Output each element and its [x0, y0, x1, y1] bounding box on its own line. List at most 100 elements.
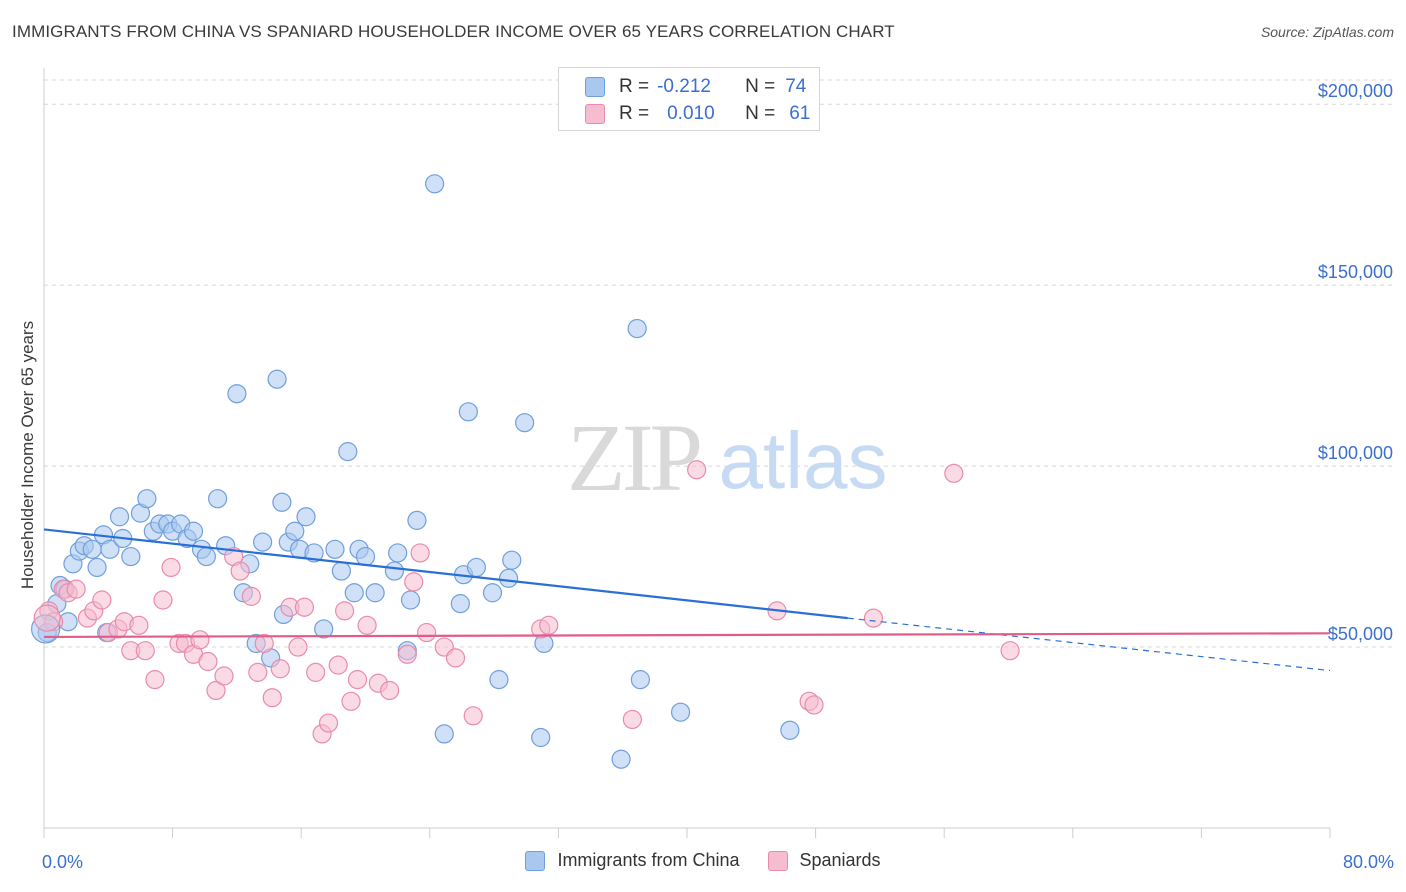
axes: [43, 68, 1331, 838]
china-point: [285, 521, 305, 541]
china-point: [87, 557, 107, 578]
spaniard-point: [416, 622, 437, 643]
china-point: [502, 550, 522, 570]
china-point: [434, 724, 454, 744]
china-point: [384, 561, 405, 581]
y-tick-label: $50,000: [1328, 624, 1393, 644]
china-point: [780, 720, 800, 740]
china-point: [365, 583, 385, 603]
legend-item-china[interactable]: Immigrants from China: [525, 850, 740, 871]
legend-swatch-china: [525, 850, 546, 871]
china-point: [183, 521, 204, 541]
x-tick-label-min: 0.0%: [42, 852, 84, 872]
china-point: [482, 583, 503, 603]
legend-label-spaniards: Spaniards: [799, 850, 881, 870]
spaniard-point: [318, 713, 339, 733]
china-n-value: 74: [785, 76, 807, 97]
china-point: [338, 442, 358, 462]
spaniard-point: [445, 648, 466, 668]
watermark-atlas: atlas: [719, 416, 888, 505]
legend-swatch-spaniards: [767, 850, 788, 871]
china-point: [314, 619, 334, 639]
china-point: [196, 546, 216, 567]
spaniard-point: [863, 608, 884, 628]
y-tick-label: $100,000: [1318, 443, 1393, 463]
china-point: [304, 543, 324, 563]
spaniards-n-value: 61: [789, 103, 811, 124]
china-point: [331, 561, 351, 581]
spaniard-point: [288, 637, 308, 657]
china-point: [400, 590, 421, 610]
china-point: [627, 318, 647, 339]
spaniard-point: [206, 680, 226, 701]
watermark-zip: ZIP: [567, 404, 700, 511]
china-point: [325, 539, 345, 559]
china-swatch: [585, 77, 605, 97]
r-label: R =: [619, 103, 650, 124]
spaniard-point: [335, 601, 355, 621]
spaniard-point: [328, 655, 348, 675]
spaniards-swatch: [585, 104, 605, 124]
n-label: N =: [745, 76, 776, 97]
spaniard-point: [1000, 641, 1020, 661]
spaniard-point: [190, 630, 210, 650]
china-point: [611, 749, 631, 769]
y-tick-label: $200,000: [1318, 81, 1393, 101]
chart-title: IMMIGRANTS FROM CHINA VS SPANIARD HOUSEH…: [12, 22, 895, 41]
spaniard-point: [380, 680, 400, 701]
spaniards-trend-line: [43, 632, 1331, 639]
china-point: [388, 543, 408, 563]
spaniard-point: [404, 572, 424, 592]
china-point: [137, 489, 157, 509]
spaniard-point: [347, 670, 368, 690]
y-tick-label: $150,000: [1318, 262, 1393, 282]
spaniard-point: [241, 586, 261, 606]
spaniard-point: [161, 557, 181, 578]
china-point: [355, 546, 376, 567]
spaniards-r-value: 0.010: [667, 103, 715, 124]
spaniard-point: [214, 666, 234, 686]
y-axis-label: Householder Income Over 65 years: [18, 320, 37, 590]
china-point: [407, 510, 427, 530]
spaniard-point: [397, 644, 417, 664]
spaniard-point: [622, 709, 642, 730]
china-point: [670, 702, 691, 722]
spaniard-point: [294, 597, 315, 617]
china-point: [227, 384, 247, 404]
spaniard-point: [262, 688, 282, 708]
china-r-value: -0.212: [657, 76, 711, 97]
china-point: [458, 402, 478, 422]
china-point: [466, 557, 487, 578]
china-point: [296, 507, 316, 527]
china-trend-line: [43, 528, 848, 620]
n-label: N =: [745, 103, 776, 124]
spaniard-point: [254, 633, 274, 654]
china-point: [489, 670, 509, 690]
spaniard-point: [944, 463, 964, 483]
china-point: [425, 174, 445, 194]
china-point: [121, 546, 141, 567]
china-point: [344, 583, 364, 603]
spaniard-point: [270, 659, 290, 679]
watermark: ZIP atlas: [567, 404, 887, 511]
spaniard-point: [463, 706, 483, 726]
spaniard-point: [33, 604, 61, 632]
spaniard-point: [129, 615, 149, 635]
legend-label-china: Immigrants from China: [557, 850, 740, 870]
spaniard-point: [153, 590, 173, 610]
china-point: [630, 670, 650, 690]
legend-item-spaniards[interactable]: Spaniards: [767, 850, 881, 871]
spaniard-point: [357, 615, 377, 635]
spaniard-point: [135, 641, 155, 661]
chart-legend: Immigrants from China Spaniards: [0, 850, 1406, 871]
spaniard-point: [248, 662, 268, 682]
spaniard-point: [539, 615, 559, 635]
stats-row-china: R = -0.212 N = 74: [585, 74, 806, 100]
data-points: [31, 174, 1020, 769]
china-point: [272, 492, 292, 512]
china-point: [498, 568, 519, 588]
china-point: [267, 369, 287, 389]
spaniard-point: [92, 590, 112, 610]
china-point: [100, 539, 120, 559]
